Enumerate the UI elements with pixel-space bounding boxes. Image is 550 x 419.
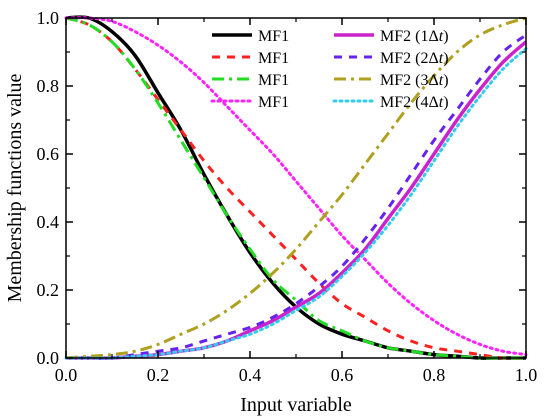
legend-entry-6: MF2 (2Δt) xyxy=(334,50,449,67)
legend-entry-3: MF1 xyxy=(212,72,289,89)
legend-entry-8: MF2 (4Δt) xyxy=(332,94,449,111)
legend-entry-4: MF1 xyxy=(210,94,289,111)
axis-ticks: 0.0 0.2 0.4 0.6 0.8 1.0 0.0 0.2 0.4 0.6 0.8 1.0 xyxy=(37,8,538,385)
legend-entry-5: MF2 (1Δt) xyxy=(334,28,449,45)
y-tick-label: 1.0 xyxy=(37,8,60,28)
series-line-3 xyxy=(65,16,526,360)
legend-label: MF1 xyxy=(258,28,289,45)
y-axis-label: Membership functions value xyxy=(4,73,26,302)
x-tick-label: 0.6 xyxy=(331,365,354,385)
legend-label: MF2 (4Δt) xyxy=(380,94,449,111)
y-tick-label: 0.6 xyxy=(37,144,60,164)
legend-entry-2: MF1 xyxy=(212,50,289,67)
legend-entry-7: MF2 (3Δt) xyxy=(334,72,449,89)
y-tick-label: 0.4 xyxy=(37,212,60,232)
x-axis-label: Input variable xyxy=(240,394,352,416)
y-tick-label: 0.8 xyxy=(37,76,60,96)
x-tick-label: 0.8 xyxy=(423,365,446,385)
x-tick-label: 0.0 xyxy=(55,365,78,385)
legend-label: MF2 (3Δt) xyxy=(380,72,449,89)
legend-label: MF2 (1Δt) xyxy=(380,28,449,45)
legend-label: MF1 xyxy=(258,50,289,67)
legend-label: MF1 xyxy=(258,94,289,111)
legend-entry-1: MF1 xyxy=(212,28,289,45)
series-line-7 xyxy=(65,16,527,360)
legend: MF1 MF1 MF1 MF1 MF2 (1Δt) MF2 (2Δt) MF2 (3Δt) M… xyxy=(210,28,449,111)
series-lines xyxy=(64,15,528,360)
series-line-6 xyxy=(66,33,527,360)
y-tick-label: 0.2 xyxy=(37,280,60,300)
series-line-4 xyxy=(64,16,528,357)
series-line-8 xyxy=(64,47,528,360)
x-tick-label: 0.2 xyxy=(147,365,170,385)
legend-label: MF1 xyxy=(258,72,289,89)
x-tick-label: 0.4 xyxy=(239,365,262,385)
legend-label: MF2 (2Δt) xyxy=(380,50,449,67)
x-tick-label: 1.0 xyxy=(515,365,538,385)
series-line-5 xyxy=(66,40,528,360)
y-tick-label: 0.0 xyxy=(37,348,60,368)
